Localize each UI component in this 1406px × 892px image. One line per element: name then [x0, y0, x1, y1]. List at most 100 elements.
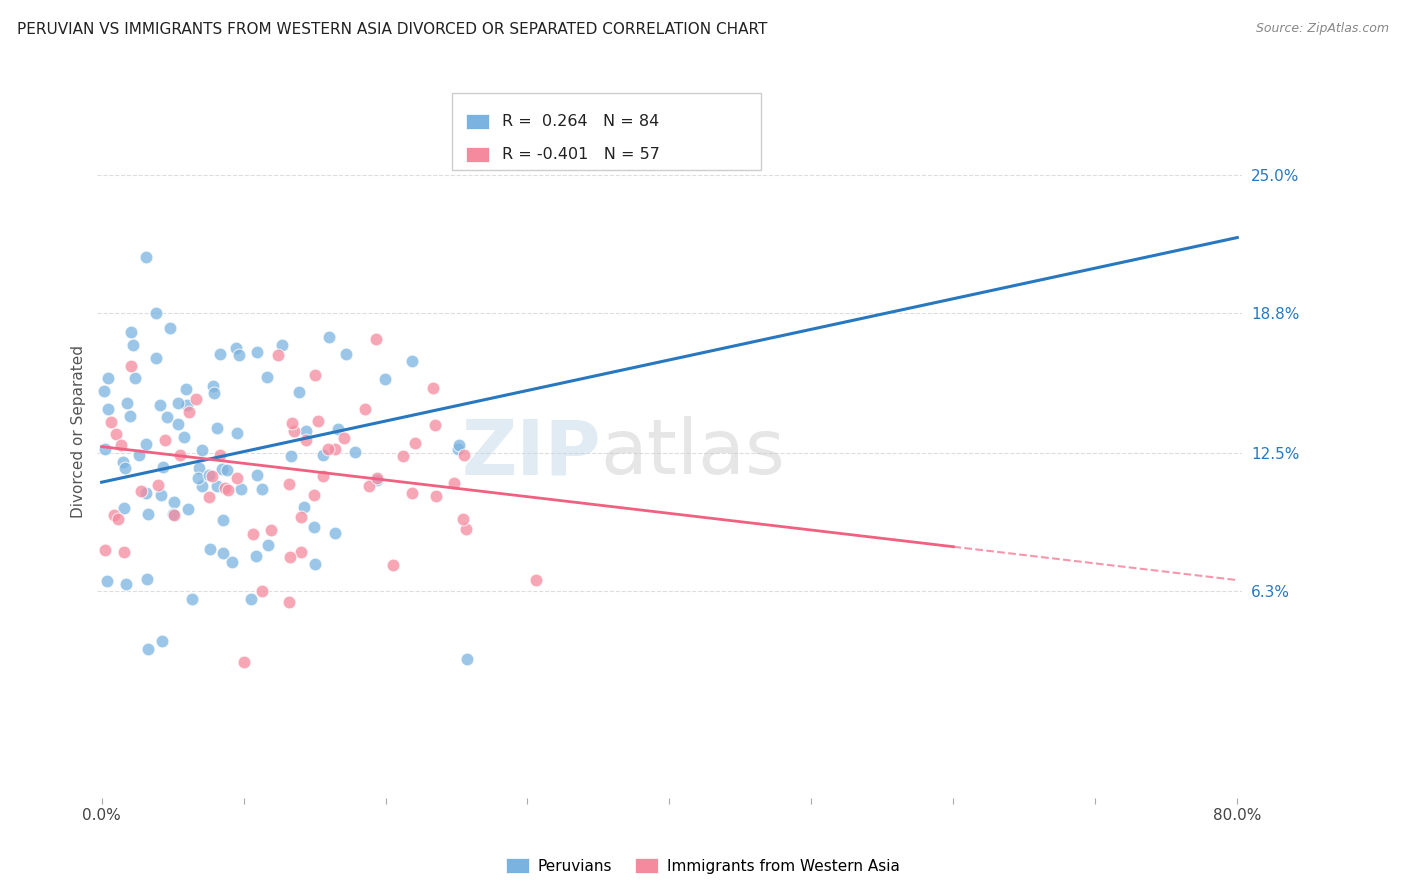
- Point: [150, 487, 173, 501]
- Point: [453, 448, 475, 462]
- Point: [198, 468, 221, 483]
- Point: [136, 572, 159, 586]
- Point: [283, 424, 305, 438]
- Y-axis label: Divorced or Separated: Divorced or Separated: [72, 344, 86, 517]
- Text: R = -0.401   N = 57: R = -0.401 N = 57: [502, 147, 661, 161]
- FancyBboxPatch shape: [453, 94, 761, 170]
- Point: [166, 396, 188, 410]
- Point: [103, 508, 125, 522]
- Point: [191, 442, 214, 457]
- Point: [307, 414, 329, 428]
- Point: [129, 484, 152, 499]
- Point: [136, 507, 159, 521]
- Point: [118, 409, 141, 424]
- Point: [208, 448, 231, 462]
- Point: [391, 449, 413, 463]
- Text: PERUVIAN VS IMMIGRANTS FROM WESTERN ASIA DIVORCED OR SEPARATED CORRELATION CHART: PERUVIAN VS IMMIGRANTS FROM WESTERN ASIA…: [17, 22, 768, 37]
- Point: [166, 417, 188, 431]
- Point: [332, 431, 354, 445]
- Point: [149, 398, 172, 412]
- Point: [211, 461, 233, 475]
- Point: [278, 595, 301, 609]
- Point: [280, 449, 302, 463]
- Text: R =  0.264   N = 84: R = 0.264 N = 84: [502, 114, 659, 128]
- Text: Source: ZipAtlas.com: Source: ZipAtlas.com: [1256, 22, 1389, 36]
- Point: [121, 337, 143, 351]
- Point: [304, 520, 326, 534]
- Point: [246, 467, 269, 482]
- Point: [278, 477, 301, 491]
- Point: [281, 416, 304, 430]
- Point: [120, 325, 142, 339]
- Point: [344, 444, 367, 458]
- Text: ZIP: ZIP: [461, 416, 600, 490]
- Point: [135, 486, 157, 500]
- Point: [211, 546, 233, 560]
- Point: [456, 652, 478, 666]
- Point: [290, 545, 312, 559]
- Point: [191, 479, 214, 493]
- Point: [162, 508, 184, 522]
- Point: [404, 436, 426, 450]
- Point: [524, 574, 547, 588]
- Point: [246, 344, 269, 359]
- Point: [115, 396, 138, 410]
- Point: [177, 405, 200, 419]
- Point: [374, 372, 396, 386]
- Point: [267, 348, 290, 362]
- Point: [288, 384, 311, 399]
- Point: [212, 513, 235, 527]
- Point: [100, 416, 122, 430]
- Point: [150, 633, 173, 648]
- Point: [153, 433, 176, 447]
- Point: [169, 448, 191, 462]
- Point: [366, 473, 388, 487]
- Point: [229, 483, 252, 497]
- Point: [181, 592, 204, 607]
- Point: [146, 478, 169, 492]
- Point: [228, 348, 250, 362]
- Point: [173, 430, 195, 444]
- Point: [325, 525, 347, 540]
- Point: [152, 460, 174, 475]
- Point: [159, 321, 181, 335]
- Point: [381, 558, 404, 573]
- Point: [134, 251, 156, 265]
- Point: [187, 471, 209, 485]
- Point: [214, 482, 236, 496]
- Point: [290, 510, 312, 524]
- Point: [177, 501, 200, 516]
- Point: [201, 468, 224, 483]
- Point: [217, 463, 239, 477]
- Point: [204, 386, 226, 401]
- Point: [96, 574, 118, 589]
- Point: [225, 341, 247, 355]
- Point: [364, 332, 387, 346]
- FancyBboxPatch shape: [465, 147, 489, 161]
- Point: [245, 549, 267, 564]
- Point: [94, 442, 117, 457]
- Point: [163, 494, 186, 508]
- Point: [250, 482, 273, 496]
- Point: [205, 420, 228, 434]
- Point: [96, 402, 118, 417]
- Point: [205, 479, 228, 493]
- Point: [242, 526, 264, 541]
- Point: [112, 545, 135, 559]
- Point: [184, 392, 207, 406]
- Point: [105, 426, 128, 441]
- Point: [271, 338, 294, 352]
- Point: [156, 410, 179, 425]
- Point: [401, 486, 423, 500]
- Text: atlas: atlas: [600, 416, 786, 490]
- Point: [112, 454, 135, 468]
- Point: [135, 437, 157, 451]
- Point: [198, 541, 221, 556]
- Point: [292, 500, 315, 515]
- Point: [443, 476, 465, 491]
- Point: [354, 401, 377, 416]
- Point: [162, 507, 184, 521]
- Point: [316, 442, 339, 456]
- Point: [304, 557, 326, 571]
- Point: [256, 370, 278, 384]
